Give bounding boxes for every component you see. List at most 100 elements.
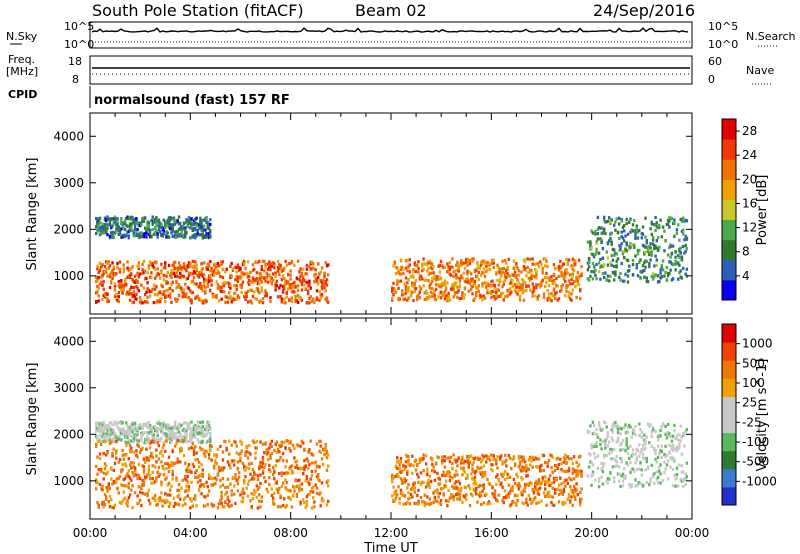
heatmap-cell (96, 480, 99, 485)
heatmap-cell (155, 274, 158, 278)
heatmap-cell (518, 467, 522, 471)
heatmap-cell (236, 477, 240, 482)
heatmap-cell (557, 483, 561, 487)
heatmap-cell (108, 505, 112, 509)
heatmap-cell (421, 277, 424, 281)
heatmap-cell (115, 272, 118, 276)
heatmap-cell (116, 226, 119, 230)
heatmap-cell (527, 284, 531, 288)
heatmap-cell (501, 462, 504, 466)
heatmap-cell (537, 500, 541, 505)
heatmap-cell (217, 271, 221, 275)
heatmap-cell (229, 295, 232, 299)
heatmap-cell (166, 281, 169, 285)
heatmap-cell (547, 458, 551, 462)
heatmap-cell (575, 470, 578, 474)
heatmap-cell (283, 297, 286, 301)
heatmap-cell (113, 273, 117, 277)
heatmap-cell (285, 263, 288, 267)
heatmap-cell (100, 467, 103, 472)
heatmap-cell (529, 288, 532, 292)
heatmap-cell (526, 257, 529, 261)
heatmap-cell (206, 282, 209, 286)
heatmap-cell (320, 496, 324, 500)
heatmap-cell (123, 496, 127, 500)
heatmap-cell (250, 504, 253, 509)
heatmap-cell (171, 433, 174, 437)
heatmap-cell (95, 480, 98, 484)
heatmap-cell (152, 437, 156, 441)
heatmap-cell (659, 271, 662, 275)
heatmap-cell (207, 476, 211, 480)
heatmap-cell (517, 456, 521, 460)
heatmap-cell (457, 265, 460, 269)
heatmap-cell (148, 455, 152, 459)
heatmap-cell (276, 259, 280, 263)
heatmap-cell (629, 461, 632, 465)
heatmap-cell (300, 271, 304, 275)
heatmap-cell (481, 298, 484, 302)
heatmap-cell (303, 283, 306, 287)
heatmap-cell (161, 427, 164, 431)
heatmap-cell (116, 217, 119, 221)
heatmap-cell (436, 471, 439, 475)
x-tick-label: 16:00 (474, 526, 509, 540)
heatmap-cell (176, 275, 179, 279)
heatmap-cell (605, 425, 608, 429)
heatmap-cell (441, 264, 444, 268)
heatmap-cell (243, 259, 246, 264)
heatmap-cell (516, 292, 519, 296)
heatmap-cell (199, 440, 202, 444)
heatmap-cell (673, 473, 676, 477)
heatmap-cell (660, 444, 663, 448)
heatmap-cell (189, 439, 192, 443)
heatmap-cell (243, 294, 246, 299)
heatmap-cell (194, 271, 197, 275)
heatmap-cell (187, 424, 191, 428)
heatmap-cell (137, 501, 141, 505)
heatmap-cell (141, 262, 144, 266)
heatmap-cell (635, 224, 638, 228)
heatmap-cell (274, 275, 277, 279)
heatmap-cell (141, 483, 144, 487)
heatmap-cell (531, 257, 534, 261)
heatmap-cell (194, 233, 197, 237)
velocity-colorbar-label: Velocity [m s^-1] (755, 359, 770, 472)
heatmap-cell (290, 299, 294, 304)
heatmap-cell (618, 248, 621, 252)
heatmap-cell (226, 503, 230, 507)
heatmap-cell (117, 491, 120, 495)
heatmap-cell (215, 455, 218, 459)
heatmap-cell (424, 289, 428, 293)
heatmap-cell (224, 270, 227, 274)
heatmap-cell (414, 269, 418, 274)
heatmap-cell (206, 234, 209, 239)
heatmap-cell (466, 272, 469, 276)
heatmap-cell (436, 488, 439, 492)
heatmap-cell (105, 495, 108, 499)
heatmap-cell (486, 281, 489, 285)
heatmap-cell (404, 479, 408, 483)
heatmap-cell (540, 481, 543, 485)
heatmap-cell (608, 477, 611, 481)
heatmap-cell (162, 229, 166, 234)
heatmap-cell (500, 454, 503, 458)
heatmap-cell (250, 492, 253, 496)
heatmap-cell (200, 433, 203, 437)
nsky-tick-top: 10^5 (64, 20, 94, 33)
heatmap-cell (254, 451, 257, 455)
heatmap-cell (523, 489, 527, 493)
heatmap-cell (240, 449, 243, 453)
heatmap-cell (609, 274, 612, 278)
heatmap-cell (108, 487, 112, 491)
heatmap-cell (205, 235, 208, 239)
heatmap-cell (671, 448, 675, 452)
heatmap-cell (482, 259, 485, 263)
heatmap-cell (293, 263, 296, 267)
heatmap-cell (556, 487, 559, 491)
heatmap-cell (174, 444, 177, 448)
heatmap-cell (197, 270, 201, 275)
heatmap-cell (592, 431, 596, 435)
heatmap-cell (113, 284, 117, 288)
heatmap-cell (167, 481, 171, 486)
